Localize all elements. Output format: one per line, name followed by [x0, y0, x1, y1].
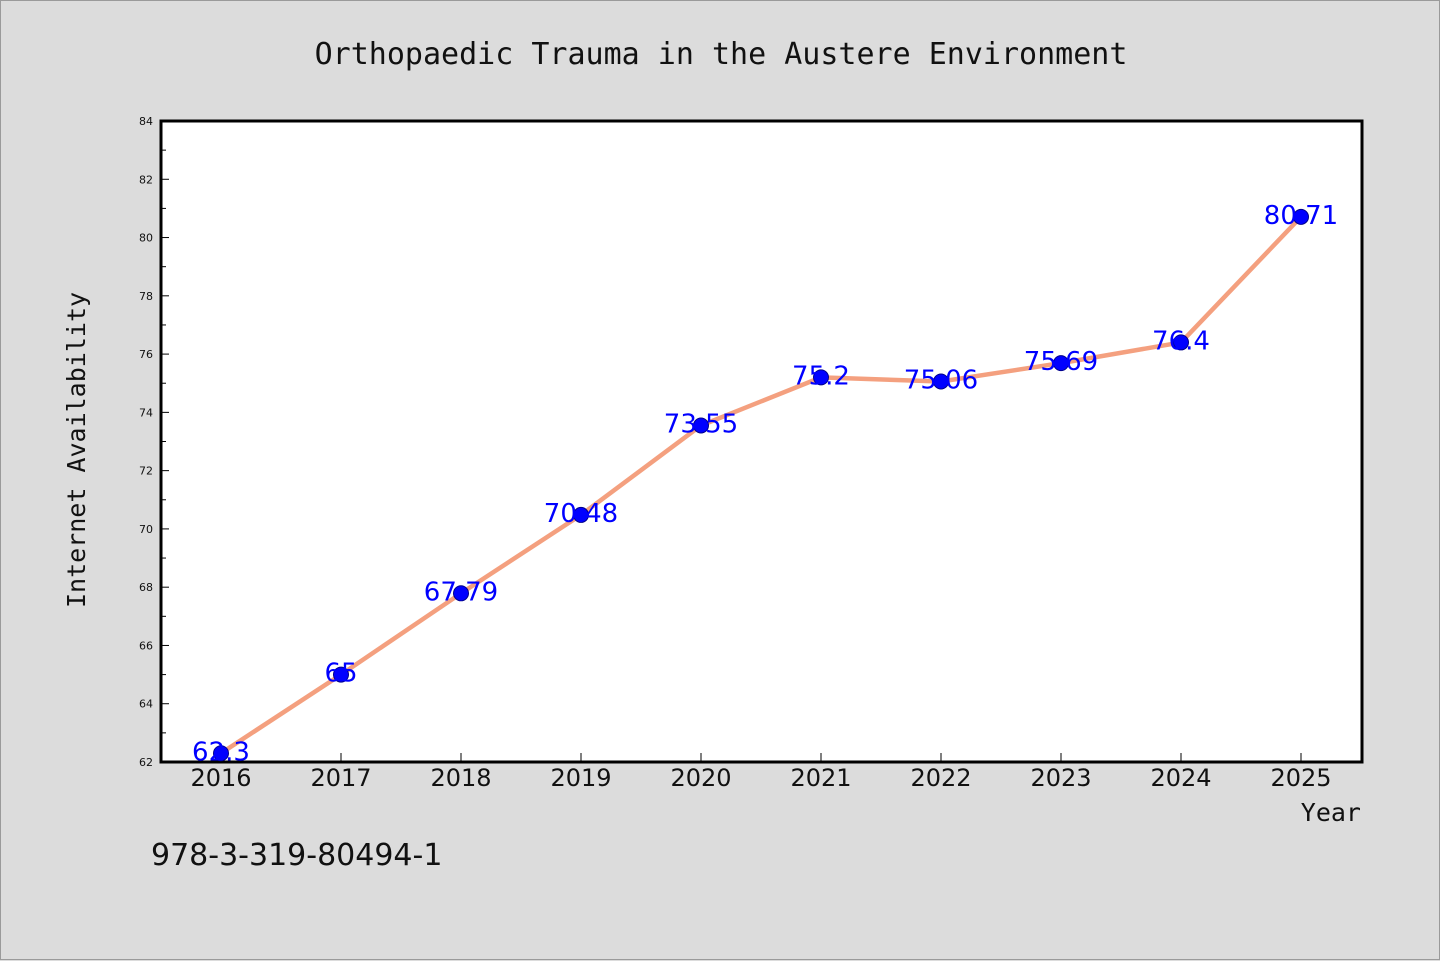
x-tick-label: 2023	[1030, 764, 1091, 792]
plot-area	[159, 119, 1364, 764]
data-point	[213, 745, 229, 762]
x-tick-label: 2016	[190, 764, 251, 792]
x-axis-title: Year	[1301, 798, 1361, 827]
data-label: 80.71	[1264, 201, 1338, 231]
x-tick-label: 2024	[1150, 764, 1211, 792]
y-tick-label: 72	[139, 465, 153, 478]
y-tick-label: 80	[139, 232, 153, 245]
x-tick-label: 2021	[790, 764, 851, 792]
data-label: 67.79	[424, 577, 498, 607]
x-tick-label: 2025	[1270, 764, 1331, 792]
y-tick-label: 82	[139, 173, 153, 186]
x-tick-label: 2017	[310, 764, 371, 792]
data-label: 73.55	[664, 409, 738, 439]
series-layer: 62.3 65 67.79 70.48 73.55 75.2 75.06 75.69 76.4 8…	[192, 201, 1338, 767]
y-tick-label: 74	[139, 406, 153, 419]
data-point	[933, 373, 949, 390]
data-point	[453, 585, 469, 602]
y-tick-label: 78	[139, 290, 153, 303]
x-tick-label: 2020	[670, 764, 731, 792]
y-tick-label: 64	[139, 698, 153, 711]
y-tick-label: 76	[139, 348, 153, 361]
series-line	[218, 214, 1304, 756]
data-label: 76.4	[1152, 326, 1210, 356]
y-tick-label: 62	[139, 756, 153, 769]
y-tick-label: 84	[139, 115, 153, 128]
y-axis: 62 64 66 68 70 72 74 76 78 80 82 84	[139, 115, 169, 769]
isbn-label: 978-3-319-80494-1	[151, 838, 442, 873]
y-axis-title: Internet Availability	[62, 292, 91, 608]
data-label: 75.2	[792, 361, 850, 391]
x-tick-label: 2018	[430, 764, 491, 792]
data-point	[1293, 208, 1309, 225]
data-point	[333, 666, 349, 683]
data-point	[1173, 334, 1189, 351]
y-tick-label: 68	[139, 581, 153, 594]
data-label: 62.3	[192, 737, 250, 767]
x-tick-label: 2022	[910, 764, 971, 792]
data-label: 70.48	[544, 499, 618, 529]
data-label: 75.06	[904, 365, 978, 395]
data-label: 65	[324, 659, 357, 689]
x-tick-label: 2019	[550, 764, 611, 792]
y-tick-label: 66	[139, 639, 153, 652]
data-point	[1053, 355, 1069, 372]
y-tick-label: 70	[139, 523, 153, 536]
data-point	[813, 369, 829, 386]
data-label: 75.69	[1024, 347, 1098, 377]
data-point	[573, 506, 589, 523]
data-point	[693, 417, 709, 434]
x-axis: 2016 2017 2018 2019 2020 2021 2022 2023 2024 2025	[190, 753, 1332, 792]
chart-title: Orthopaedic Trauma in the Austere Enviro…	[315, 37, 1128, 72]
